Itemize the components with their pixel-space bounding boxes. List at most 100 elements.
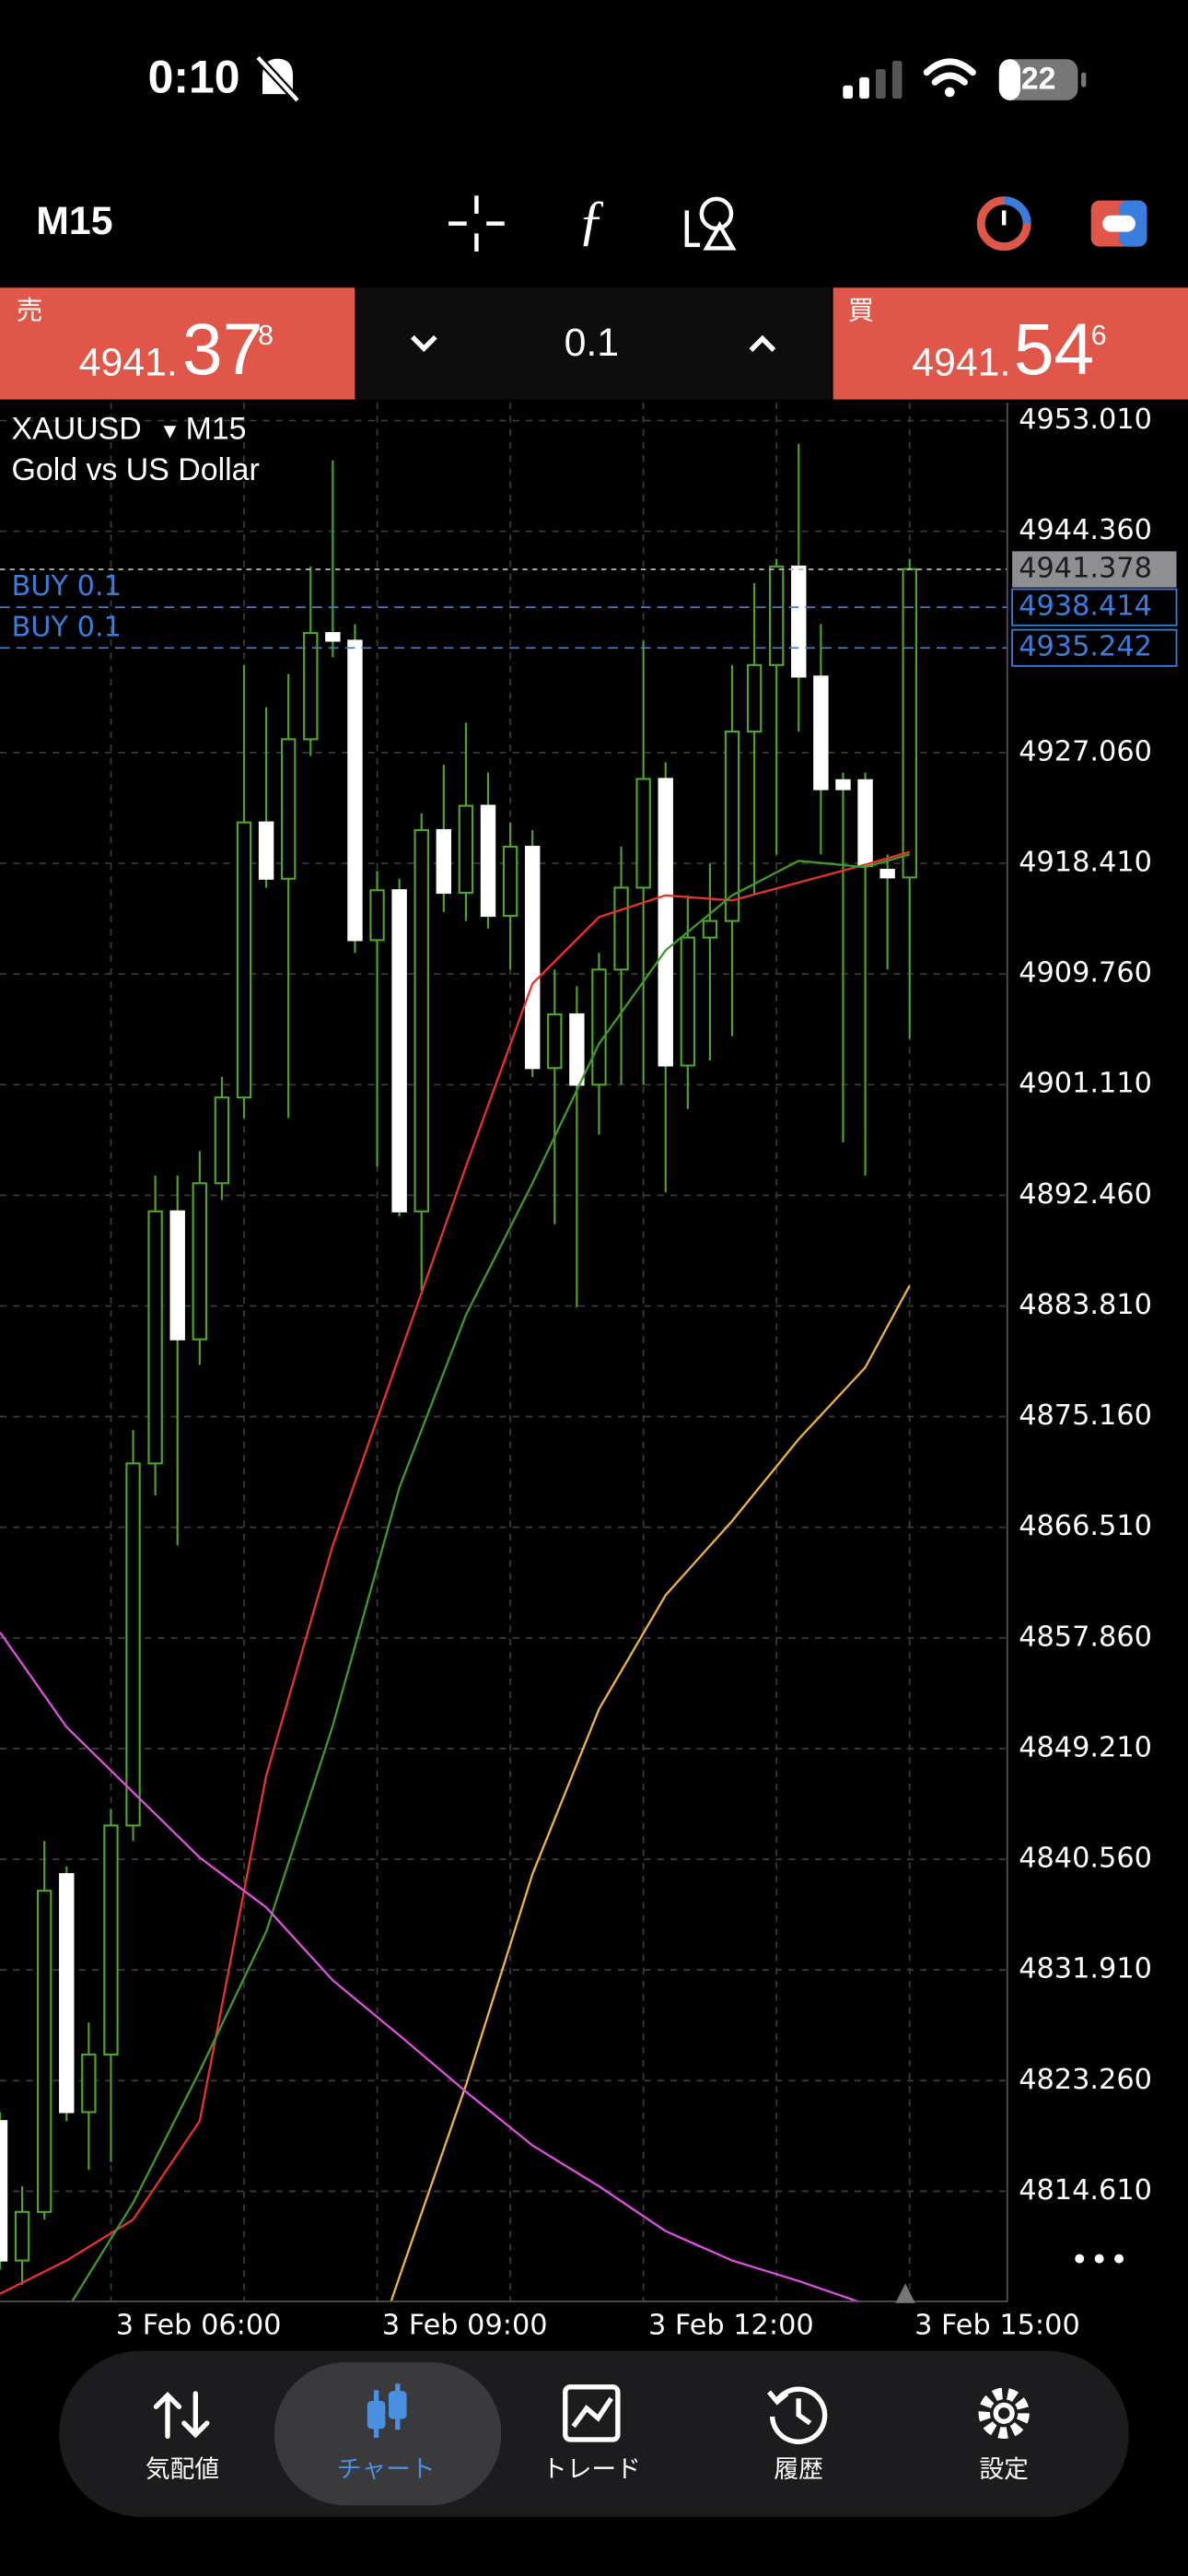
candle-body-up (502, 845, 518, 918)
candle-body-up (702, 919, 718, 939)
y-tick-label: 4823.260 (1019, 2064, 1152, 2096)
candle-body-up (125, 1462, 141, 1827)
timeframe-button[interactable]: M15 (36, 199, 112, 243)
tab-settings[interactable]: 設定 (979, 2455, 1029, 2483)
buy-label: 買 (848, 297, 875, 326)
more-button[interactable] (1075, 2254, 1124, 2264)
sell-price-main: 4941. (79, 340, 178, 384)
symbol-dropdown[interactable]: ▼ (159, 418, 181, 442)
active-tab-highlight (274, 2362, 502, 2506)
tab-bar (59, 2350, 1129, 2517)
tab-trade[interactable]: トレード (542, 2455, 641, 2483)
tab-history[interactable]: 履歴 (774, 2455, 823, 2483)
trade-icon (563, 2384, 621, 2442)
candle-body-down (658, 778, 673, 1067)
order-label: BUY 0.1 (11, 611, 121, 643)
y-tick-label: 4901.110 (1019, 1068, 1152, 1100)
volume[interactable]: 0.1 (565, 321, 620, 365)
battery-level: 22 (1021, 61, 1056, 96)
candle-body-down (879, 868, 895, 879)
y-tick-label: 4840.560 (1019, 1843, 1152, 1875)
y-tick-label: 4857.860 (1019, 1621, 1152, 1653)
history-icon (766, 2386, 828, 2444)
trade-button[interactable] (1090, 200, 1147, 247)
tab-chart[interactable]: チャート (337, 2455, 436, 2483)
candle-body-down (857, 779, 873, 867)
indicators-button[interactable]: ƒ (577, 189, 605, 251)
indicator-line (0, 1632, 862, 2302)
order-price-label: 4935.242 (1019, 631, 1152, 663)
indicator-line (0, 850, 911, 2295)
candle-body-up (280, 738, 297, 880)
axis: 4953.010 4944.360 4927.060 4918.410 4909.760… (116, 404, 1178, 2341)
candle-body-up (635, 778, 651, 889)
candle-body-up (458, 804, 474, 895)
symbol[interactable]: XAUUSD (11, 411, 141, 446)
buy-price-main: 4941. (912, 340, 1010, 384)
candle-body-down (0, 2120, 8, 2262)
candle-body-down (258, 821, 274, 880)
indicator-line (390, 1284, 911, 2302)
candle-body-down (436, 828, 452, 895)
x-tick-label: 3 Feb 12:00 (648, 2309, 814, 2341)
order-price-box (1011, 628, 1178, 667)
volume-panel (356, 287, 832, 400)
symbol-description: Gold vs US Dollar (11, 452, 259, 487)
candle-body-down (391, 889, 407, 1212)
order-price-box (1011, 588, 1178, 626)
settings-icon (978, 2387, 1030, 2440)
y-tick-label: 4831.910 (1019, 1953, 1152, 1985)
buy-button[interactable] (833, 287, 1188, 400)
candle-body-down (325, 632, 341, 642)
tab-quotes[interactable]: 気配値 (146, 2455, 219, 2483)
one-click-button[interactable] (976, 196, 1031, 252)
sell-button[interactable] (0, 287, 355, 400)
shift-marker (895, 2283, 915, 2303)
y-tick-label: 4953.010 (1019, 404, 1152, 436)
candle-body-up (236, 821, 252, 1099)
candle-body-down (480, 804, 496, 918)
chart-timeframe: M15 (186, 411, 247, 446)
y-tick-label: 4814.610 (1019, 2174, 1152, 2207)
candle-body-down (813, 675, 829, 790)
wifi-icon (923, 58, 976, 98)
candle-body-down (59, 1873, 75, 2113)
candle-body-up (724, 730, 740, 922)
chart-icon (367, 2383, 407, 2439)
y-tick-label: 4866.510 (1019, 1510, 1152, 1542)
quotes-icon (153, 2391, 210, 2440)
current-price-label: 4941.378 (1019, 552, 1152, 584)
candle-body-up (613, 886, 629, 971)
x-tick-label: 3 Feb 09:00 (382, 2309, 548, 2341)
buy-price-small: 6 (1091, 321, 1107, 351)
y-tick-label: 4944.360 (1019, 514, 1152, 546)
sell-price-big: 37 (182, 309, 262, 390)
order-label: BUY 0.1 (11, 570, 121, 603)
volume-up[interactable] (749, 334, 776, 352)
candle-body-down (347, 639, 363, 942)
candle-body-down (524, 845, 541, 1070)
candle-body-up (547, 1013, 563, 1070)
buy-price-big: 54 (1014, 309, 1094, 390)
candle-body-up (746, 663, 763, 733)
candle-body-up (680, 936, 696, 1067)
candle-body-up (591, 968, 607, 1086)
x-tick-label: 3 Feb 15:00 (914, 2309, 1080, 2341)
candle-body-down (791, 565, 807, 678)
y-tick-label: 4883.810 (1019, 1289, 1152, 1321)
status-time: 0:10 (148, 52, 240, 103)
battery-icon: 22 (998, 59, 1087, 100)
plot: BUY 0.1 BUY 0.1 (0, 443, 1007, 2302)
indicator-line (70, 853, 911, 2302)
y-tick-label: 4909.760 (1019, 957, 1152, 989)
y-tick-label: 4875.160 (1019, 1399, 1152, 1432)
candle-body-up (214, 1096, 230, 1185)
volume-down[interactable] (410, 334, 437, 353)
objects-button[interactable] (684, 196, 737, 251)
candle-body-up (303, 632, 319, 741)
crosshair-button[interactable] (448, 195, 505, 252)
candle-body-up (36, 1890, 52, 2213)
order-price-label: 4938.414 (1019, 591, 1152, 623)
